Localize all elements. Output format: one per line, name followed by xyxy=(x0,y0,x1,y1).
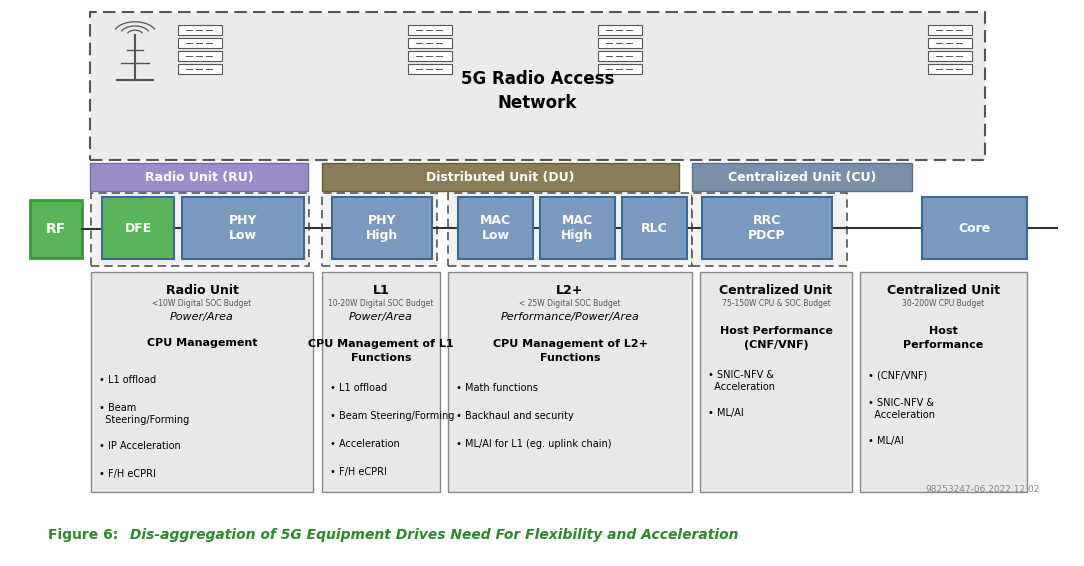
Text: • ML/AI for L1 (eg. uplink chain): • ML/AI for L1 (eg. uplink chain) xyxy=(456,439,611,449)
Bar xyxy=(922,197,1027,259)
Bar xyxy=(408,38,452,48)
Text: Power/Area: Power/Area xyxy=(170,312,234,322)
Text: < 25W Digital SOC Budget: < 25W Digital SOC Budget xyxy=(519,298,621,307)
Text: • L1 offload: • L1 offload xyxy=(99,375,156,385)
Text: CPU Management: CPU Management xyxy=(146,338,257,348)
Text: CPU Management of L2+
Functions: CPU Management of L2+ Functions xyxy=(492,340,647,363)
Text: 30-200W CPU Budget: 30-200W CPU Budget xyxy=(903,298,984,307)
Text: Figure 6:: Figure 6: xyxy=(48,528,118,542)
Text: • IP Acceleration: • IP Acceleration xyxy=(99,441,181,451)
Bar xyxy=(598,25,642,35)
Bar xyxy=(91,193,309,266)
Text: 98253247-06.2022.12.02: 98253247-06.2022.12.02 xyxy=(926,486,1040,495)
Text: • Beam Steering/Forming: • Beam Steering/Forming xyxy=(330,411,454,421)
Bar xyxy=(860,272,1027,492)
Text: RF: RF xyxy=(46,222,66,236)
Text: • SNIC-NFV &
  Acceleration: • SNIC-NFV & Acceleration xyxy=(708,370,775,392)
Bar xyxy=(91,272,313,492)
Bar xyxy=(459,197,533,259)
Text: Radio Unit: Radio Unit xyxy=(166,284,238,297)
Bar xyxy=(598,64,642,74)
Text: Host
Performance: Host Performance xyxy=(903,327,983,350)
Text: 10-20W Digital SOC Budget: 10-20W Digital SOC Budget xyxy=(328,298,434,307)
Bar xyxy=(178,38,222,48)
Bar xyxy=(408,25,452,35)
Text: Power/Area: Power/Area xyxy=(349,312,413,322)
Text: Distributed Unit (DU): Distributed Unit (DU) xyxy=(426,170,575,183)
Text: • ML/AI: • ML/AI xyxy=(708,408,744,418)
Bar xyxy=(102,197,175,259)
Text: Centralized Unit (CU): Centralized Unit (CU) xyxy=(727,170,876,183)
Text: Centralized Unit: Centralized Unit xyxy=(720,284,833,297)
Text: • ML/AI: • ML/AI xyxy=(868,436,904,446)
Text: Host Performance
(CNF/VNF): Host Performance (CNF/VNF) xyxy=(720,327,833,350)
Bar xyxy=(928,38,972,48)
Bar xyxy=(90,12,985,160)
Text: Core: Core xyxy=(958,221,991,234)
Text: CPU Management of L1
Functions: CPU Management of L1 Functions xyxy=(308,340,454,363)
Bar xyxy=(598,38,642,48)
Bar xyxy=(622,197,687,259)
Bar xyxy=(598,51,642,61)
Bar xyxy=(408,51,452,61)
Text: RLC: RLC xyxy=(641,221,668,234)
Bar xyxy=(182,197,304,259)
Text: • SNIC-NFV &
  Acceleration: • SNIC-NFV & Acceleration xyxy=(868,398,935,421)
Text: DFE: DFE xyxy=(125,221,152,234)
Text: 75-150W CPU & SOC Budget: 75-150W CPU & SOC Budget xyxy=(722,298,830,307)
Text: • L1 offload: • L1 offload xyxy=(330,383,387,393)
Bar xyxy=(700,272,852,492)
Text: • Backhaul and security: • Backhaul and security xyxy=(456,411,573,421)
Text: • Beam
  Steering/Forming: • Beam Steering/Forming xyxy=(99,403,190,426)
Text: Performance/Power/Area: Performance/Power/Area xyxy=(501,312,640,322)
Bar xyxy=(702,197,833,259)
Text: • F/H eCPRI: • F/H eCPRI xyxy=(330,467,387,477)
Text: Radio Unit (RU): Radio Unit (RU) xyxy=(144,170,254,183)
Bar xyxy=(540,197,615,259)
Text: PHY
Low: PHY Low xyxy=(229,214,257,242)
Bar xyxy=(928,51,972,61)
Bar xyxy=(322,163,679,191)
Bar xyxy=(90,163,308,191)
Text: L1: L1 xyxy=(373,284,389,297)
Text: • Math functions: • Math functions xyxy=(456,383,538,393)
Bar xyxy=(332,197,433,259)
Bar xyxy=(448,272,692,492)
Bar xyxy=(178,64,222,74)
Text: <10W Digital SOC Budget: <10W Digital SOC Budget xyxy=(153,298,251,307)
Text: • (CNF/VNF): • (CNF/VNF) xyxy=(868,370,927,380)
Text: MAC
Low: MAC Low xyxy=(480,214,511,242)
Text: PHY
High: PHY High xyxy=(366,214,398,242)
Bar xyxy=(322,193,437,266)
Text: Dis-aggregation of 5G Equipment Drives Need For Flexibility and Acceleration: Dis-aggregation of 5G Equipment Drives N… xyxy=(125,528,738,542)
Text: Centralized Unit: Centralized Unit xyxy=(887,284,1001,297)
Text: • Acceleration: • Acceleration xyxy=(330,439,400,449)
Bar xyxy=(928,25,972,35)
Bar xyxy=(30,200,82,258)
Text: 5G Radio Access
Network: 5G Radio Access Network xyxy=(461,70,615,112)
Text: L2+: L2+ xyxy=(556,284,583,297)
Bar xyxy=(928,64,972,74)
Bar xyxy=(408,64,452,74)
Bar xyxy=(322,272,440,492)
Text: MAC
High: MAC High xyxy=(562,214,594,242)
Bar xyxy=(692,163,912,191)
Text: • F/H eCPRI: • F/H eCPRI xyxy=(99,469,156,479)
Text: RRC
PDCP: RRC PDCP xyxy=(748,214,786,242)
Bar xyxy=(692,193,847,266)
Bar xyxy=(178,51,222,61)
Bar xyxy=(178,25,222,35)
Bar xyxy=(448,193,692,266)
